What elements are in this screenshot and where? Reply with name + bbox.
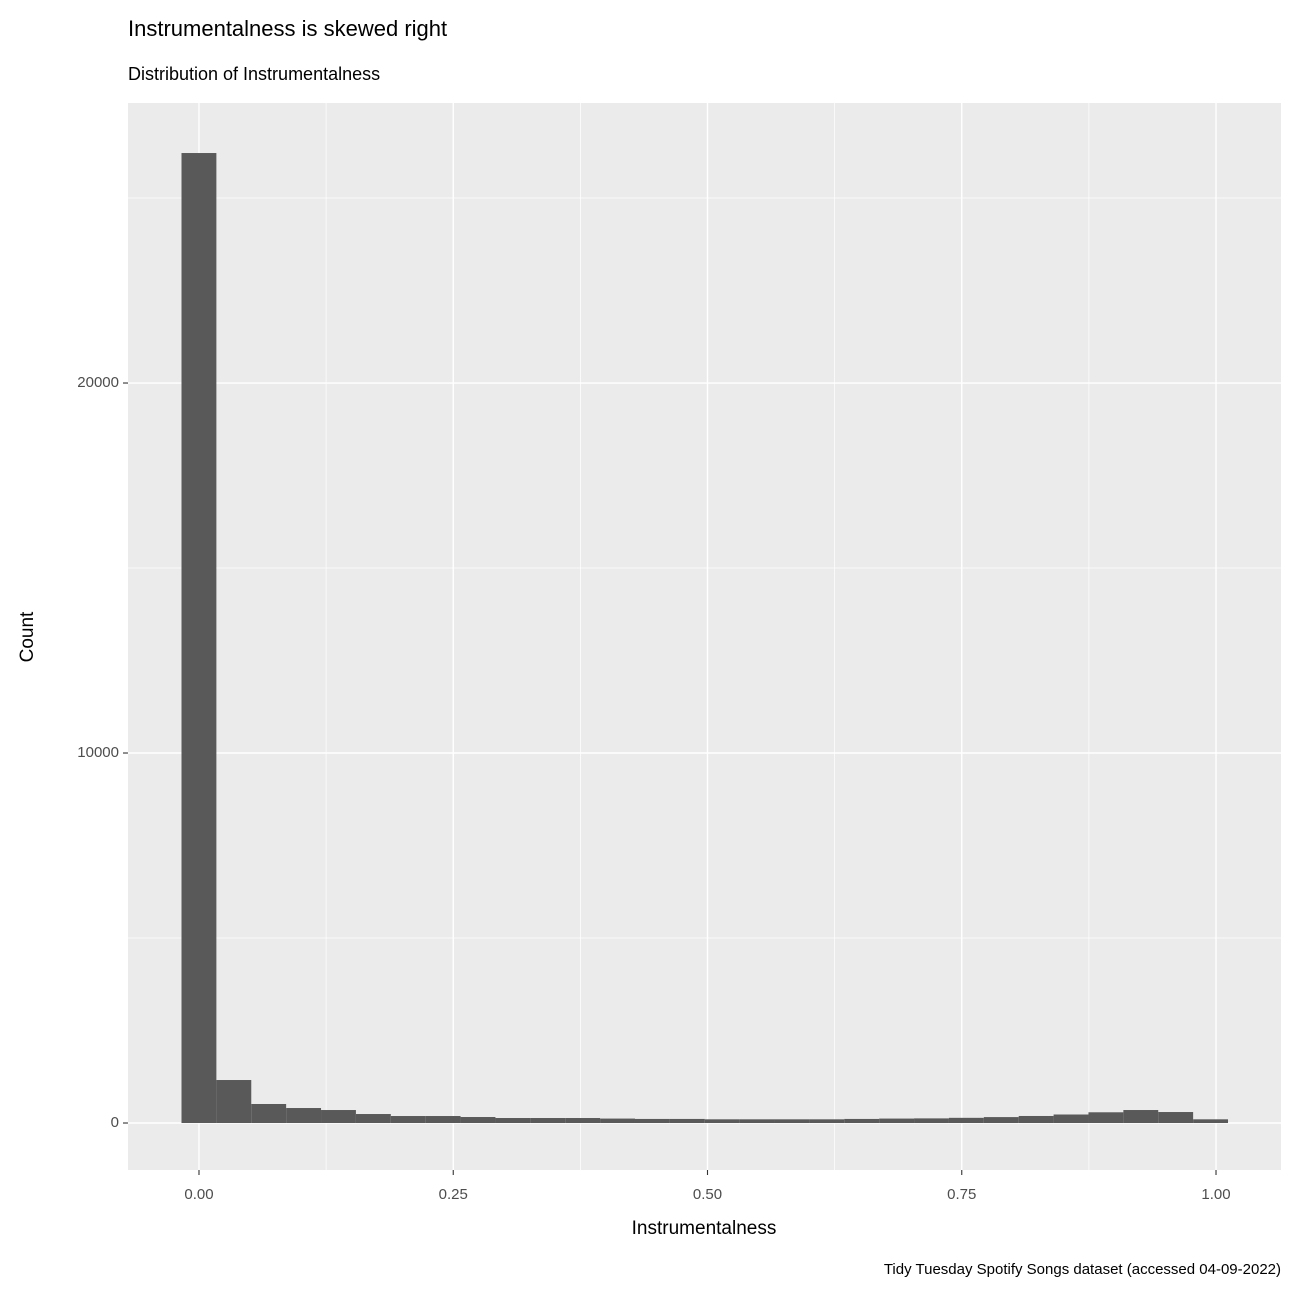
bar bbox=[495, 1118, 531, 1124]
chart-subtitle: Distribution of Instrumentalness bbox=[128, 64, 380, 84]
bar bbox=[634, 1118, 670, 1124]
bar bbox=[1158, 1112, 1194, 1124]
bar bbox=[181, 153, 217, 1124]
bar bbox=[844, 1118, 880, 1124]
bar bbox=[1123, 1110, 1159, 1124]
chart-title: Instrumentalness is skewed right bbox=[128, 16, 447, 41]
bar bbox=[425, 1116, 461, 1124]
bar bbox=[669, 1118, 705, 1124]
bar bbox=[1018, 1115, 1054, 1124]
x-tick-label: 0.25 bbox=[439, 1186, 468, 1203]
bar bbox=[530, 1118, 566, 1124]
bar bbox=[914, 1118, 949, 1124]
x-tick-label: 0.00 bbox=[184, 1186, 213, 1203]
bar bbox=[600, 1118, 635, 1124]
bar bbox=[565, 1118, 601, 1124]
bar bbox=[1088, 1112, 1124, 1124]
y-axis-label: Count bbox=[17, 611, 38, 662]
bar bbox=[1193, 1119, 1229, 1124]
x-tick-label: 0.50 bbox=[693, 1186, 722, 1203]
bar bbox=[321, 1110, 356, 1124]
bar bbox=[948, 1117, 984, 1124]
x-axis-label: Instrumentalness bbox=[632, 1218, 777, 1239]
y-tick-label: 20000 bbox=[77, 374, 119, 391]
y-tick-label: 10000 bbox=[77, 744, 119, 761]
bar bbox=[286, 1108, 322, 1124]
bar bbox=[704, 1119, 740, 1124]
panel bbox=[128, 103, 1281, 1170]
x-tick-label: 0.75 bbox=[947, 1186, 976, 1203]
y-tick-label: 0 bbox=[111, 1114, 119, 1131]
bar bbox=[879, 1118, 915, 1124]
caption: Tidy Tuesday Spotify Songs dataset (acce… bbox=[884, 1261, 1281, 1278]
bar bbox=[809, 1119, 845, 1124]
bar bbox=[460, 1117, 496, 1124]
bar bbox=[390, 1116, 426, 1124]
bar bbox=[1053, 1114, 1089, 1124]
bar bbox=[355, 1114, 391, 1124]
x-tick-label: 1.00 bbox=[1201, 1186, 1230, 1203]
bar bbox=[983, 1117, 1019, 1124]
bar bbox=[216, 1080, 252, 1124]
bar bbox=[739, 1119, 775, 1124]
bar bbox=[774, 1119, 810, 1124]
bar bbox=[251, 1103, 287, 1124]
